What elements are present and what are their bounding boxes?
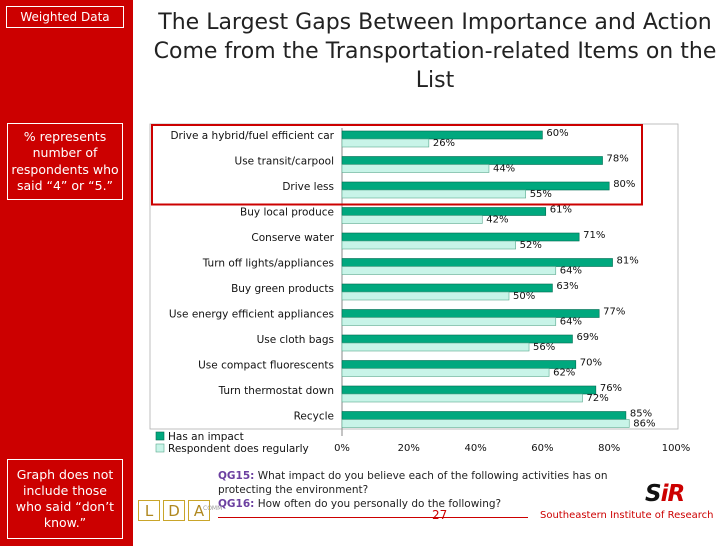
legend-label: Respondent does regularly	[168, 443, 309, 455]
bar-does-regularly	[341, 164, 490, 173]
bar-does-regularly	[341, 393, 583, 403]
bar-does-regularly	[341, 342, 530, 352]
category-label: Buy local produce	[240, 207, 334, 219]
logo-letter: A	[188, 500, 210, 521]
bar-does-regularly	[341, 138, 430, 148]
data-label-has-impact: 78%	[607, 154, 629, 165]
question-notes: QG15: What impact do you believe each of…	[218, 469, 648, 511]
bar-has-impact	[341, 232, 580, 242]
data-label-does-regularly: 62%	[553, 368, 575, 379]
category-label: Turn off lights/appliances	[202, 258, 334, 270]
bar-does-regularly	[341, 419, 630, 428]
page-number: 27	[432, 508, 448, 522]
question-qg15: QG15: What impact do you believe each of…	[218, 469, 648, 497]
data-label-does-regularly: 64%	[560, 317, 582, 328]
data-label-has-impact: 80%	[613, 179, 635, 190]
x-tick-label: 100%	[662, 443, 691, 454]
question-id: QG16:	[218, 498, 255, 510]
data-label-does-regularly: 64%	[560, 266, 582, 277]
bar-does-regularly	[341, 215, 483, 224]
category-label: Use energy efficient appliances	[169, 309, 334, 321]
legend-label: Has an impact	[168, 431, 244, 443]
category-label: Conserve water	[251, 232, 334, 244]
x-tick-label: 20%	[398, 443, 420, 454]
category-label: Use cloth bags	[257, 334, 334, 346]
category-label: Buy green products	[231, 283, 334, 295]
data-label-does-regularly: 42%	[486, 215, 508, 226]
data-label-does-regularly: 52%	[520, 240, 542, 251]
x-tick-label: 0%	[334, 443, 350, 454]
bar-has-impact	[341, 181, 610, 191]
bar-has-impact	[341, 360, 577, 369]
weighted-data-tag: Weighted Data	[6, 6, 124, 28]
question-qg16: QG16: How often do you personally do the…	[218, 497, 648, 511]
bar-has-impact	[341, 156, 603, 165]
bar-has-impact	[341, 207, 547, 216]
category-label: Use transit/carpool	[235, 156, 334, 168]
dont-know-note: Graph does not include those who said “d…	[7, 459, 123, 539]
data-label-does-regularly: 86%	[633, 419, 655, 430]
question-text: What impact do you believe each of the f…	[218, 470, 608, 496]
category-label: Use compact fluorescents	[198, 360, 334, 372]
bar-has-impact	[341, 130, 543, 140]
data-label-does-regularly: 26%	[433, 138, 455, 149]
bar-has-impact	[341, 411, 627, 420]
lda-logo: L D A	[138, 500, 210, 521]
data-label-has-impact: 63%	[556, 281, 578, 292]
data-label-does-regularly: 72%	[586, 393, 608, 404]
data-label-has-impact: 61%	[550, 205, 572, 216]
data-label-has-impact: 71%	[583, 230, 605, 241]
data-label-does-regularly: 44%	[493, 164, 515, 175]
bar-does-regularly	[341, 317, 557, 326]
percent-note: % represents number of respondents who s…	[7, 123, 123, 200]
category-label: Drive less	[282, 181, 334, 193]
sidebar: Weighted Data % represents number of res…	[0, 0, 133, 546]
legend-swatch	[155, 431, 165, 441]
bar-does-regularly	[341, 189, 526, 199]
logo-subtext: COMM	[203, 505, 223, 512]
category-label: Drive a hybrid/fuel efficient car	[170, 130, 334, 142]
legend-swatch	[155, 443, 165, 453]
x-tick-label: 40%	[464, 443, 486, 454]
x-tick-label: 80%	[598, 443, 620, 454]
organization-name: Southeastern Institute of Research	[540, 510, 714, 521]
data-label-has-impact: 60%	[546, 128, 568, 139]
data-label-has-impact: 85%	[630, 409, 652, 420]
sir-logo: SiR	[645, 481, 685, 507]
x-tick-label: 60%	[531, 443, 553, 454]
question-text: How often do you personally do the follo…	[257, 498, 502, 510]
page-title: The Largest Gaps Between Importance and …	[153, 10, 717, 93]
footer-divider	[218, 517, 528, 518]
question-id: QG15:	[218, 470, 255, 482]
highlight-box	[151, 124, 643, 206]
data-label-has-impact: 77%	[603, 307, 625, 318]
data-label-does-regularly: 56%	[533, 342, 555, 353]
category-label: Recycle	[294, 411, 334, 423]
bar-does-regularly	[341, 266, 557, 275]
data-label-has-impact: 81%	[617, 256, 639, 267]
data-label-has-impact: 70%	[580, 358, 602, 369]
data-label-has-impact: 76%	[600, 383, 622, 394]
category-label: Turn thermostat down	[218, 385, 334, 397]
bar-does-regularly	[341, 368, 550, 377]
data-label-does-regularly: 50%	[513, 291, 535, 302]
bar-does-regularly	[341, 240, 516, 250]
data-label-does-regularly: 55%	[530, 189, 552, 200]
bar-does-regularly	[341, 291, 510, 301]
data-label-has-impact: 69%	[576, 332, 598, 343]
bar-has-impact	[341, 385, 597, 395]
logo-letter: L	[138, 500, 160, 521]
logo-letter: D	[163, 500, 185, 521]
